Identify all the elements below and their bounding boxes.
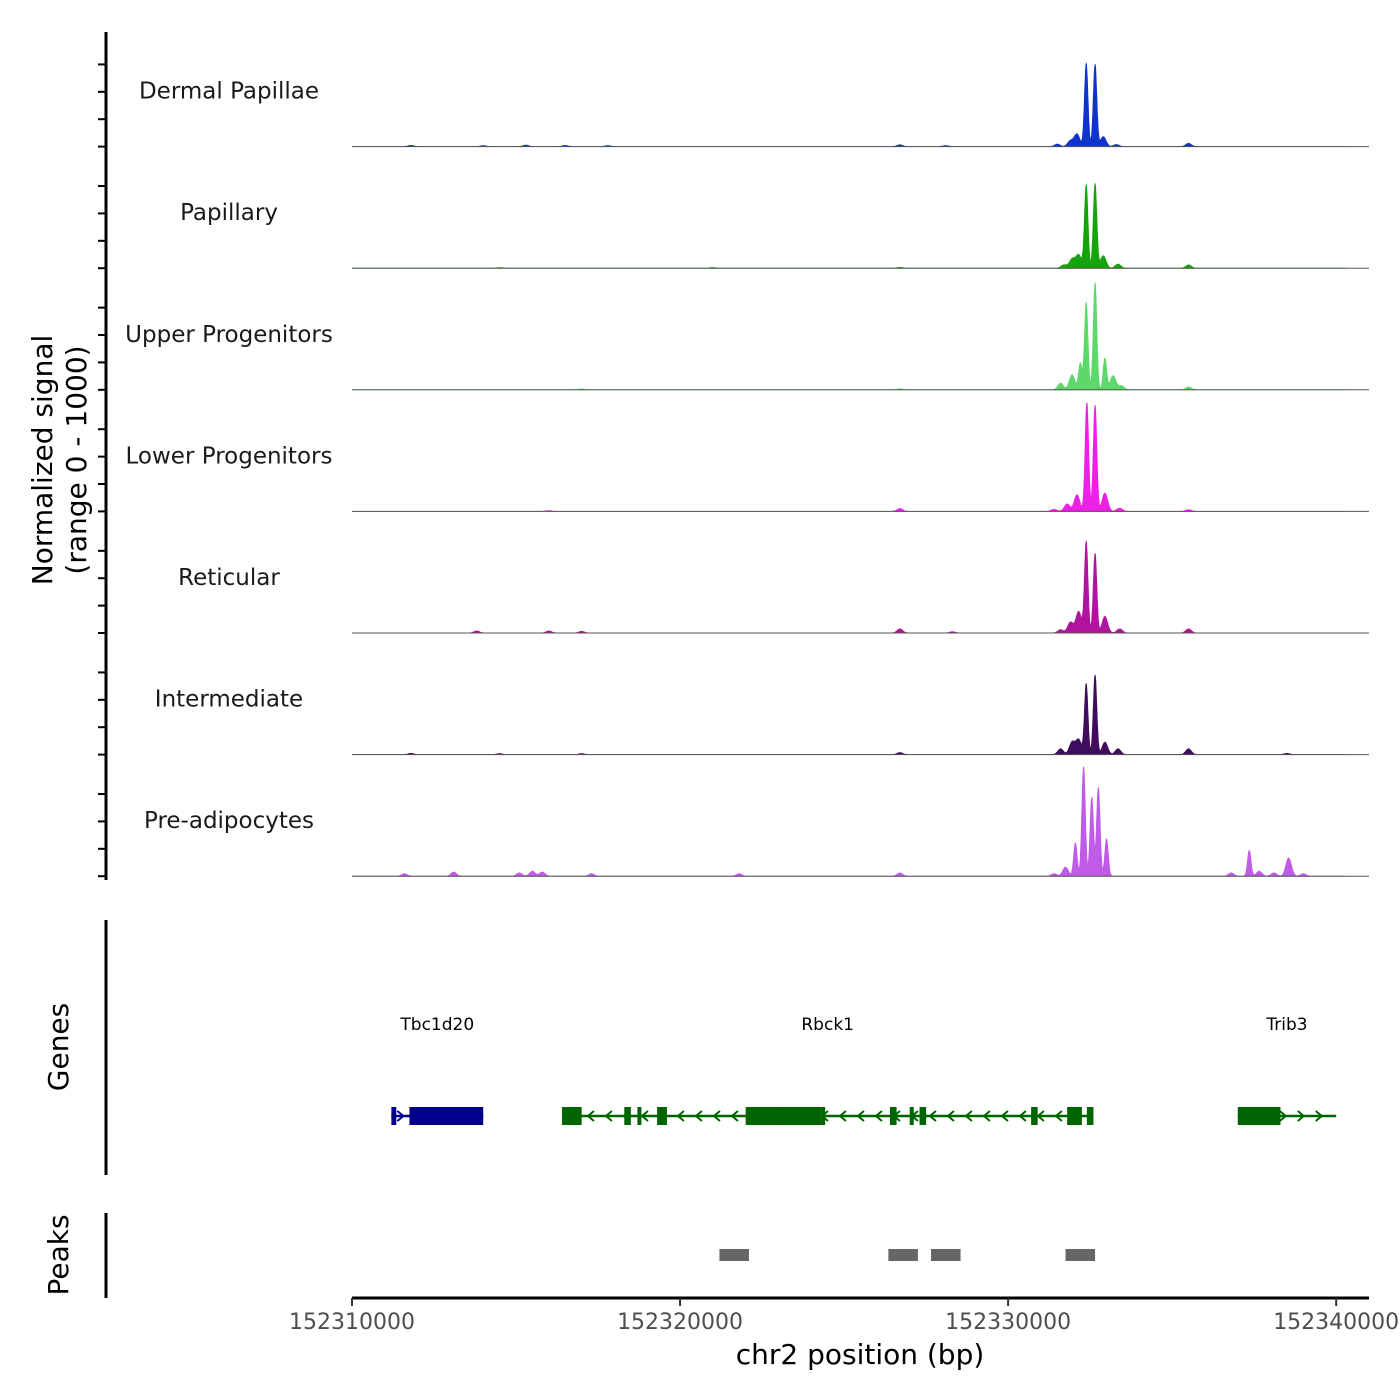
strand-arrow — [712, 1110, 721, 1122]
gene-rbck1: Rbck1 — [561, 1015, 1094, 1125]
x-tick-label: 152320000 — [617, 1310, 743, 1335]
strand-arrow — [676, 1110, 685, 1122]
signal-area — [352, 540, 1346, 634]
peak-region — [888, 1249, 918, 1261]
strand-arrow — [604, 1110, 613, 1122]
strand-arrow — [1036, 1110, 1045, 1122]
exon — [1067, 1107, 1082, 1125]
coverage-tracks: Dermal Papillae Papillary Upper Progenitor… — [125, 62, 1369, 877]
strand-arrow — [694, 1110, 703, 1122]
gene-trib3: Trib3 — [1237, 1015, 1337, 1125]
strand-arrow — [928, 1110, 937, 1122]
exon — [391, 1107, 397, 1125]
gene-label: Tbc1d20 — [399, 1015, 474, 1035]
exon — [821, 1107, 826, 1125]
exon — [890, 1107, 897, 1125]
exon — [778, 1107, 822, 1125]
strand-arrow — [874, 1110, 883, 1122]
track-papillary: Papillary — [180, 183, 1369, 269]
strand-arrow — [730, 1110, 739, 1122]
y-axis-title: Normalized signal — [26, 335, 59, 586]
signal-area — [352, 183, 1346, 269]
track-intermediate: Intermediate — [155, 674, 1369, 756]
track-label: Reticular — [178, 565, 280, 591]
exon — [624, 1107, 631, 1125]
track-reticular: Reticular — [178, 540, 1369, 634]
track-label: Lower Progenitors — [126, 443, 333, 469]
strand-arrow — [838, 1110, 847, 1122]
gene-label: Trib3 — [1265, 1015, 1307, 1035]
exon — [657, 1107, 667, 1125]
signal-area — [352, 674, 1346, 755]
track-label: Dermal Papillae — [139, 79, 319, 105]
strand-arrow — [964, 1110, 973, 1122]
strand-arrow — [1315, 1110, 1324, 1122]
signal-area — [352, 402, 1346, 512]
exon — [409, 1107, 484, 1125]
x-tick-label: 152310000 — [289, 1310, 415, 1335]
peak-region — [931, 1249, 961, 1261]
gene-label: Rbck1 — [801, 1015, 854, 1035]
peak-region — [719, 1249, 749, 1261]
strand-arrow — [982, 1110, 991, 1122]
track-pre-adipocytes: Pre-adipocytes — [144, 766, 1369, 877]
x-axis-title: chr2 position (bp) — [736, 1338, 985, 1371]
strand-arrow — [586, 1110, 595, 1122]
exon — [561, 1107, 582, 1125]
track-dermal-papillae: Dermal Papillae — [139, 62, 1369, 148]
gene-tbc1d20: Tbc1d20 — [391, 1015, 484, 1125]
strand-arrow — [396, 1110, 405, 1122]
peaks-track-label: Peaks — [42, 1214, 75, 1295]
track-label: Pre-adipocytes — [144, 808, 314, 834]
strand-arrow — [1279, 1110, 1288, 1122]
y-axis-subtitle: (range 0 - 1000) — [60, 345, 93, 574]
gene-annotations: Tbc1d20 Rbck1 Trib3 — [391, 1015, 1337, 1125]
x-axis-ticks: 152310000 152320000 152330000 152340000 — [289, 1298, 1399, 1335]
strand-arrow — [1054, 1110, 1063, 1122]
signal-area — [352, 766, 1346, 877]
track-upper-progenitors: Upper Progenitors — [125, 282, 1369, 391]
signal-area — [352, 62, 1346, 147]
track-label: Intermediate — [155, 687, 303, 713]
genes-track-label: Genes — [42, 1003, 75, 1091]
strand-arrow — [856, 1110, 865, 1122]
strand-arrow — [946, 1110, 955, 1122]
strand-arrow — [1297, 1110, 1306, 1122]
exon — [919, 1107, 927, 1125]
peak-region — [1065, 1249, 1096, 1261]
strand-arrow — [1018, 1110, 1027, 1122]
coverage-y-ticks — [98, 63, 106, 878]
exon — [637, 1107, 642, 1125]
strand-arrow — [1000, 1110, 1009, 1122]
track-lower-progenitors: Lower Progenitors — [126, 402, 1369, 512]
x-tick-label: 152340000 — [1273, 1310, 1399, 1335]
exon — [1031, 1107, 1038, 1125]
exon — [909, 1107, 914, 1125]
exon — [745, 1107, 779, 1125]
strand-arrow — [640, 1110, 649, 1122]
x-tick-label: 152330000 — [945, 1310, 1071, 1335]
exon — [1237, 1107, 1281, 1125]
peak-regions — [719, 1249, 1096, 1261]
signal-area — [352, 282, 1346, 391]
track-label: Upper Progenitors — [125, 322, 333, 348]
exon — [1086, 1107, 1094, 1125]
track-label: Papillary — [180, 200, 278, 226]
